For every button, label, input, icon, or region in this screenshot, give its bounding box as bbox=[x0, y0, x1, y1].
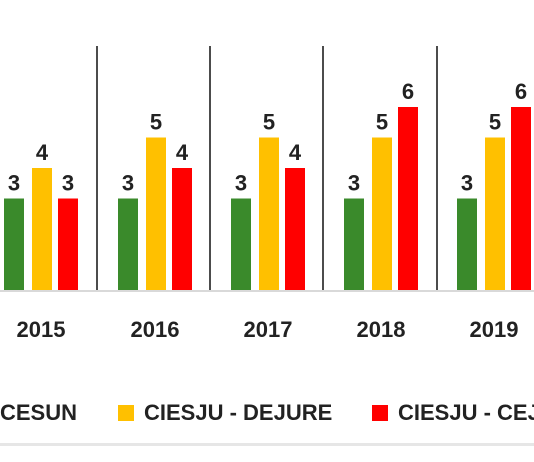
bar bbox=[511, 107, 531, 290]
data-label: 5 bbox=[489, 110, 501, 135]
bar bbox=[485, 137, 505, 290]
data-label: 4 bbox=[289, 140, 302, 165]
legend-label: CIESJU - DEJURE bbox=[144, 400, 333, 425]
data-label: 3 bbox=[235, 171, 247, 196]
x-tick-label: 2016 bbox=[131, 317, 180, 342]
legend-item-ciesju-cej: CIESJU - CEJ bbox=[372, 400, 534, 426]
legend-item-ciesju-dejure: CIESJU - DEJURE bbox=[118, 400, 332, 426]
data-label: 4 bbox=[176, 140, 189, 165]
legend-label: CESUN bbox=[0, 400, 78, 425]
x-tick-label: 2017 bbox=[244, 317, 293, 342]
data-label: 4 bbox=[36, 140, 49, 165]
bar bbox=[32, 168, 52, 290]
bar bbox=[231, 198, 251, 290]
divider bbox=[0, 443, 534, 446]
data-label: 3 bbox=[348, 171, 360, 196]
legend-swatch bbox=[372, 405, 388, 421]
x-tick-label: 2015 bbox=[17, 317, 66, 342]
data-label: 5 bbox=[376, 110, 388, 135]
bar bbox=[372, 137, 392, 290]
bar bbox=[146, 137, 166, 290]
x-tick-label: 2018 bbox=[357, 317, 406, 342]
data-label: 5 bbox=[263, 110, 275, 135]
bar bbox=[118, 198, 138, 290]
legend-label: CIESJU - CEJ bbox=[398, 400, 534, 425]
bar bbox=[259, 137, 279, 290]
data-label: 5 bbox=[150, 110, 162, 135]
bar bbox=[4, 198, 24, 290]
bar bbox=[344, 198, 364, 290]
bar bbox=[285, 168, 305, 290]
data-label: 6 bbox=[402, 79, 414, 104]
data-label: 3 bbox=[8, 171, 20, 196]
legend-item-cesun: CESUN bbox=[0, 400, 77, 426]
data-label: 3 bbox=[122, 171, 134, 196]
data-label: 6 bbox=[515, 79, 527, 104]
data-label: 3 bbox=[461, 171, 473, 196]
bar bbox=[172, 168, 192, 290]
data-label: 3 bbox=[62, 171, 74, 196]
bar bbox=[398, 107, 418, 290]
x-tick-label: 2019 bbox=[470, 317, 519, 342]
legend-swatch bbox=[118, 405, 134, 421]
bar bbox=[457, 198, 477, 290]
bar bbox=[58, 198, 78, 290]
